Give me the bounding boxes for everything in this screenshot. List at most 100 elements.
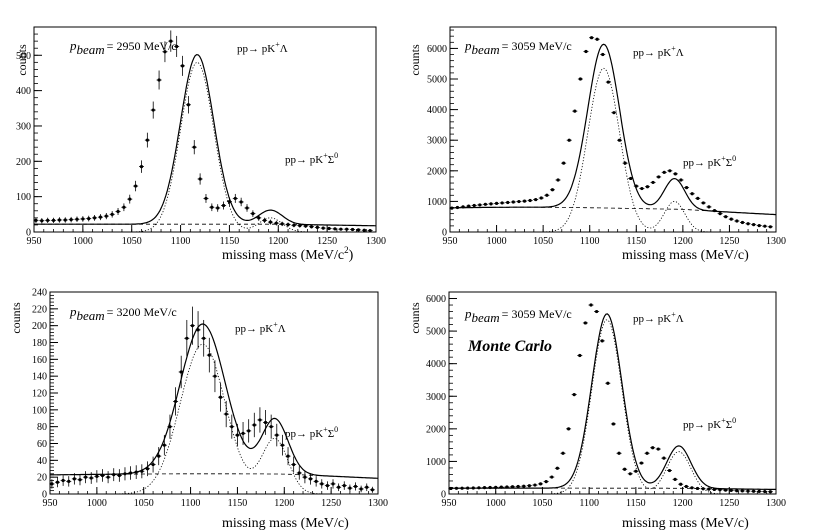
x-tick-label: 1150 xyxy=(228,498,248,509)
data-point xyxy=(454,486,459,490)
data-point xyxy=(550,188,555,192)
plot-frame xyxy=(449,26,777,233)
data-point xyxy=(449,486,453,491)
data-point xyxy=(617,138,622,142)
data-point xyxy=(207,353,211,357)
data-point xyxy=(612,111,616,115)
data-point xyxy=(46,218,50,222)
data-point xyxy=(104,214,108,218)
data-point xyxy=(89,476,93,480)
data-point xyxy=(472,203,476,208)
data-point xyxy=(505,485,509,489)
data-point xyxy=(684,484,688,489)
data-point xyxy=(157,454,161,458)
data-point xyxy=(268,220,273,224)
x-axis-label: missing mass (MeV/c) xyxy=(622,248,749,263)
sigma-reaction-main: pp→ pK xyxy=(683,419,721,431)
data-point xyxy=(757,223,761,228)
data-point xyxy=(482,486,487,490)
data-point xyxy=(75,217,79,221)
data-point xyxy=(488,485,492,490)
data-point xyxy=(600,339,604,343)
data-point xyxy=(145,138,149,142)
data-point xyxy=(235,433,240,437)
data-point xyxy=(72,477,76,481)
data-point xyxy=(134,184,138,188)
y-tick-label: 40 xyxy=(37,456,47,467)
data-point xyxy=(538,482,543,486)
data-point xyxy=(573,109,577,113)
data-point xyxy=(712,208,717,213)
data-point xyxy=(701,487,705,491)
y-tick-label: 3000 xyxy=(426,392,446,403)
data-point xyxy=(140,469,144,473)
data-point xyxy=(752,223,756,227)
data-point xyxy=(701,201,705,205)
data-point xyxy=(707,487,711,491)
data-point xyxy=(151,462,155,467)
data-point xyxy=(92,216,97,220)
data-point xyxy=(690,486,694,490)
data-point xyxy=(348,486,352,490)
pbeam-subscript: beam xyxy=(472,310,500,325)
data-point xyxy=(578,77,583,81)
x-tick-label: 1150 xyxy=(626,236,646,247)
y-tick-label: 3000 xyxy=(427,136,447,147)
data-point xyxy=(87,216,91,221)
axis-ticks: 950 1000 1050 1100 1150 1200 1250 1300 0 1000 2000… xyxy=(427,29,786,247)
data-point xyxy=(506,200,510,205)
data-point xyxy=(483,202,487,206)
data-point xyxy=(684,186,689,190)
data-point xyxy=(629,176,633,181)
x-axis-label: missing mass (MeV/c2) xyxy=(222,245,354,263)
data-point xyxy=(210,205,214,209)
lambda-reaction-label: pp→ pK+Λ xyxy=(633,310,684,325)
data-point xyxy=(40,219,44,223)
data-point xyxy=(257,216,261,220)
y-tick-label: 160 xyxy=(32,355,47,366)
y-tick-label: 100 xyxy=(32,405,47,416)
data-point xyxy=(359,487,363,491)
sigma-reaction-main: pp→ pK xyxy=(285,428,323,440)
data-point xyxy=(645,451,649,455)
y-tick-label: 240 xyxy=(32,288,47,299)
data-point xyxy=(173,399,178,404)
data-point xyxy=(460,486,464,490)
data-point xyxy=(292,462,296,467)
data-point xyxy=(617,451,621,455)
data-point xyxy=(202,336,206,340)
data-point xyxy=(309,225,314,229)
lambda-reaction-main: pp→ pK xyxy=(633,313,671,325)
data-point xyxy=(63,218,67,222)
data-point xyxy=(556,178,560,182)
beam-momentum-label: pbeam = 3059 MeV/c xyxy=(464,306,572,325)
data-point xyxy=(168,425,172,429)
y-tick-label: 80 xyxy=(37,422,47,433)
data-point xyxy=(534,197,538,202)
data-point xyxy=(516,484,520,489)
sigma-reaction-tail: Σ xyxy=(328,154,334,166)
lambda-reaction-sup: + xyxy=(671,310,676,319)
y-tick-label: 0 xyxy=(441,490,446,501)
data-point xyxy=(190,324,195,328)
lambda-reaction-label: pp→ pK+Λ xyxy=(633,44,684,59)
data-point xyxy=(196,328,200,332)
data-point xyxy=(274,221,278,225)
data-point xyxy=(500,201,504,205)
data-point xyxy=(707,205,711,209)
pbeam-symbol: p xyxy=(69,304,77,319)
data-point xyxy=(729,488,733,493)
data-point xyxy=(673,172,678,176)
data-point xyxy=(163,50,167,54)
data-point xyxy=(712,487,716,492)
y-tick-label: 100 xyxy=(16,192,31,203)
data-point xyxy=(673,477,677,481)
lambda-reaction-sup: + xyxy=(671,44,676,53)
sigma-reaction-label: pp→ pK+Σ0 xyxy=(683,154,736,169)
signal-fit-curve xyxy=(50,343,378,495)
background-fit-curve xyxy=(450,206,776,215)
data-point xyxy=(740,220,745,225)
data-point xyxy=(595,37,599,41)
data-point xyxy=(169,39,173,43)
lambda-reaction-sup: + xyxy=(273,320,278,329)
